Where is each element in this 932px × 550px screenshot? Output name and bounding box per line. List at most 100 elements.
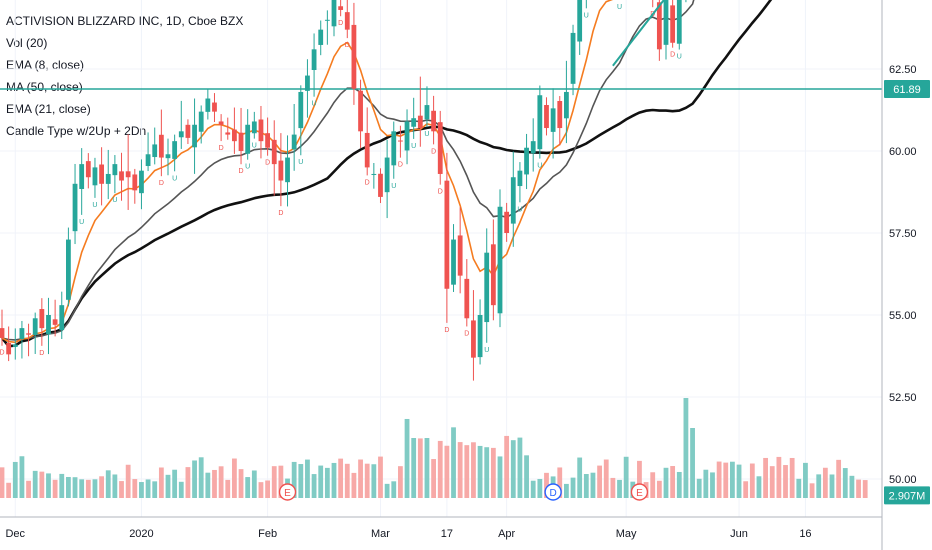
svg-text:D: D [550, 488, 557, 499]
volume-bar [311, 474, 317, 498]
candle-body [19, 328, 25, 339]
candle-body [530, 141, 536, 154]
candle-type-marker: U [424, 131, 429, 138]
volume-bar [32, 470, 38, 498]
ma50-line [0, 0, 773, 348]
candle-type-marker: D [338, 20, 343, 27]
candle-body [52, 319, 58, 325]
volume-bar [769, 466, 775, 498]
candle-body [437, 122, 443, 174]
volume-bar [145, 479, 151, 498]
candle-body [404, 121, 410, 151]
legend-item-volume[interactable]: Vol (20) [6, 36, 48, 50]
candle-body [544, 105, 549, 129]
volume-bar [530, 480, 536, 498]
volume-bar [656, 480, 662, 498]
volume-bar [676, 471, 682, 498]
time-tick-label: 2020 [129, 528, 153, 540]
candle-body [205, 98, 211, 112]
volume-bar [477, 445, 483, 498]
candle-type-marker: U [677, 54, 682, 61]
volume-bar [849, 475, 855, 498]
volume-bar [577, 457, 583, 498]
candle-body [72, 183, 78, 232]
volume-bar [862, 480, 868, 498]
legend-item-candle-type[interactable]: Candle Type w/2Up + 2Dn [6, 124, 147, 138]
svg-text:61.89: 61.89 [893, 84, 921, 96]
volume-bar [776, 456, 782, 498]
candle-type-marker: D [438, 189, 443, 196]
candle-body [557, 100, 563, 129]
volume-bar [743, 481, 749, 498]
volume-bar [112, 474, 118, 498]
volume-bar [749, 463, 755, 498]
volume-bar [836, 459, 842, 498]
candle-body [411, 118, 417, 127]
volume-bar [796, 478, 802, 498]
event-marker: E [278, 483, 297, 501]
legend-item-ma50[interactable]: MA (50, close) [6, 80, 83, 94]
candle-body [251, 121, 257, 134]
candle-body [451, 239, 456, 285]
candle-body [112, 164, 118, 176]
candle-type-marker: D [159, 180, 164, 187]
candle-type-marker: D [345, 42, 350, 49]
candle-body [232, 129, 237, 142]
candle-body [391, 131, 397, 166]
volume-bar [92, 479, 98, 498]
volume-bar [617, 479, 622, 498]
candle-body [0, 328, 5, 338]
price-tick-label: 60.00 [889, 146, 917, 158]
volume-bar [12, 461, 18, 498]
candle-body [504, 211, 510, 233]
volume-bar [271, 466, 277, 498]
candle-type-marker: D [0, 350, 5, 357]
volume-bar [139, 482, 144, 498]
candle-body [258, 119, 264, 142]
price-tick-label: 57.50 [889, 228, 917, 240]
volume-bar [72, 477, 78, 498]
volume-bar [610, 477, 616, 498]
volume-bar [251, 470, 257, 498]
volume-bar [504, 435, 510, 498]
candle-body [105, 173, 111, 184]
volume-bar [623, 456, 629, 498]
volume-bar [105, 470, 111, 498]
candle-body [424, 105, 430, 120]
volume-bar [278, 465, 284, 498]
volume-bar [590, 472, 596, 498]
candle-body [371, 173, 377, 175]
legend-item-ema21[interactable]: EMA (21, close) [6, 102, 91, 116]
candle-body [344, 12, 350, 30]
candle-body [291, 134, 297, 150]
volume-bar [384, 483, 390, 498]
candle-type-marker: U [537, 163, 542, 170]
candle-type-marker: U [79, 219, 84, 226]
legend-title[interactable]: ACTIVISION BLIZZARD INC, 1D, Cboe BZX [6, 14, 244, 28]
volume-bar [378, 456, 383, 498]
volume-bar [856, 479, 861, 498]
triangle-lower-line [612, 0, 666, 67]
volume-bar [829, 474, 835, 498]
candle-type-marker: D [431, 148, 436, 155]
volume-bar [52, 479, 58, 498]
candle-body [517, 170, 523, 187]
candle-body [6, 342, 12, 355]
volume-bar [245, 477, 251, 498]
volume-bar [570, 477, 576, 498]
volume-bar [457, 442, 463, 498]
volume-bar [510, 440, 516, 498]
candle-body [477, 315, 483, 358]
volume-bar [46, 473, 51, 498]
volume-bar [265, 480, 270, 498]
candle-type-marker: U [617, 4, 622, 11]
candle-type-marker: D [265, 160, 270, 167]
volume-bar [132, 479, 138, 498]
volume-bar [763, 457, 768, 498]
volume-bar [411, 438, 417, 498]
candle-body [484, 252, 490, 323]
volume-bar [670, 466, 676, 498]
volume-bar [583, 474, 589, 498]
candle-body [497, 206, 503, 314]
